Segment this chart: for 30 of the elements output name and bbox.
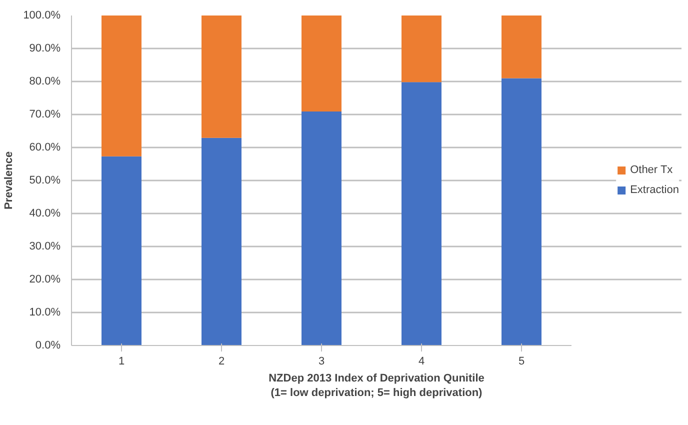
legend-label: Other Tx (630, 164, 673, 176)
bar (102, 156, 142, 346)
y-tick-label: 50.0% (29, 174, 61, 186)
y-tick-label: 20.0% (29, 274, 61, 286)
x-tick-label: 3 (318, 356, 325, 368)
x-axis-title: NZDep 2013 Index of Deprivation Qunitile (1= low deprivation; 5= high deprivation) (268, 372, 484, 399)
bar (302, 16, 342, 112)
bar (102, 16, 142, 156)
y-tick-label: 30.0% (29, 240, 61, 252)
bar (402, 82, 442, 346)
bar (502, 78, 542, 346)
y-tick-label: 10.0% (29, 306, 61, 318)
bar (502, 16, 542, 78)
y-tick-label: 40.0% (29, 208, 61, 220)
y-tick-label: 100.0% (23, 10, 61, 22)
y-tick-label: 70.0% (29, 108, 61, 120)
bar (302, 112, 342, 346)
x-tick-label: 2 (218, 356, 225, 368)
y-tick-label: 60.0% (29, 142, 61, 154)
x-tick-label: 1 (118, 356, 125, 368)
y-tick-label: 80.0% (29, 76, 61, 88)
bar (202, 138, 242, 346)
y-tick-label: 0.0% (35, 340, 61, 352)
bar (402, 16, 442, 82)
x-tick-label: 4 (418, 356, 425, 368)
y-axis-title: Prevalence (3, 151, 16, 210)
bar (202, 16, 242, 138)
legend-label: Extraction (630, 184, 679, 196)
x-tick-label: 5 (518, 356, 525, 368)
y-tick-label: 90.0% (29, 42, 61, 54)
